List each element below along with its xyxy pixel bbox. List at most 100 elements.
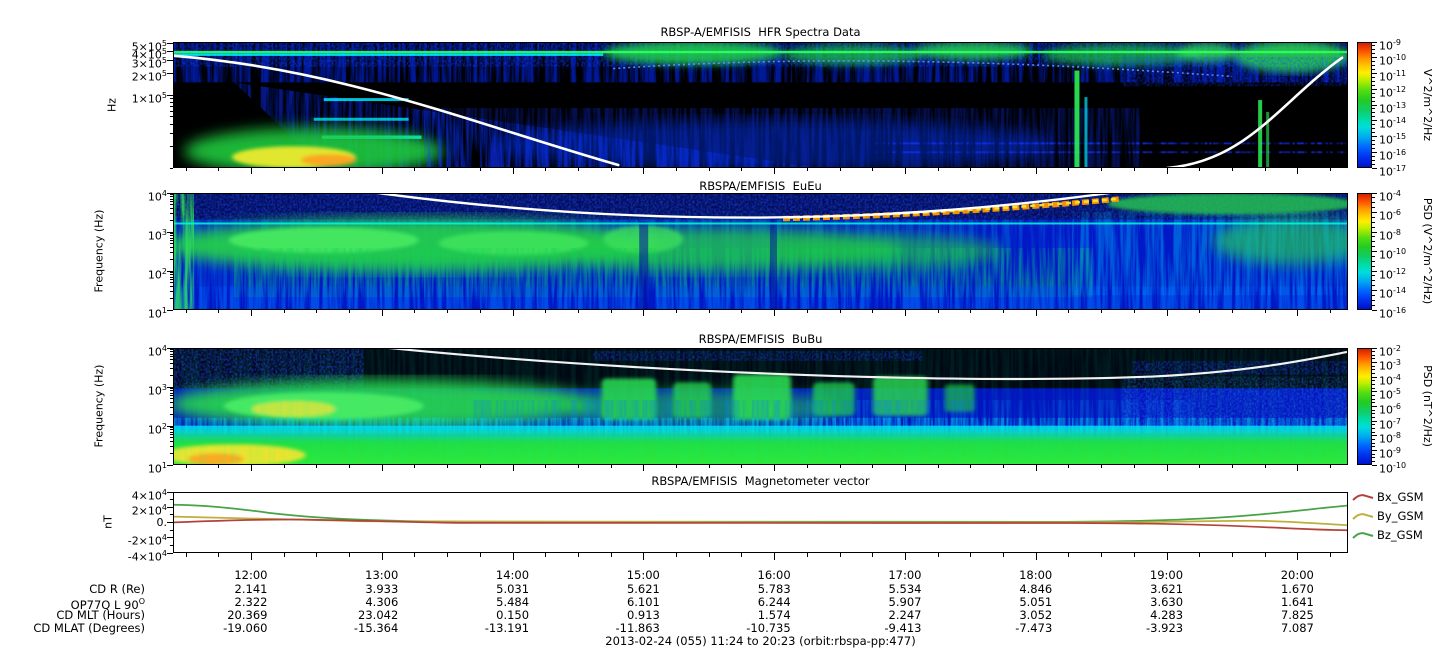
x-axis-tick: [1199, 553, 1201, 557]
y-axis-tick: [170, 388, 173, 390]
y-axis-tick: [170, 235, 173, 237]
panel3-ylabel: Frequency (Hz): [92, 364, 106, 448]
colorbar-tick: [1372, 270, 1377, 272]
bx-legend-label: Bx_GSM: [1377, 490, 1424, 504]
panel3-ytick-label: 103: [147, 382, 167, 398]
x-axis-tick: [839, 465, 841, 468]
x-axis-tick: [1035, 168, 1037, 174]
colorbar-tick: [1372, 387, 1375, 389]
colorbar-tick: [1372, 163, 1375, 165]
colorbar-tick: [1372, 124, 1375, 126]
x-axis-tick: [806, 310, 808, 313]
colorbar-tick: [1372, 155, 1375, 157]
colorbar-tick: [1372, 116, 1375, 118]
ephemeris-value: -9.413: [884, 621, 922, 635]
colorbar-tick: [1372, 236, 1375, 238]
x-axis-tick: [447, 168, 449, 171]
x-axis-tick: [676, 168, 678, 171]
colorbar-tick: [1372, 96, 1375, 98]
colorbar-tick-label: 10-17: [1379, 163, 1407, 179]
colorbar-tick: [1372, 265, 1375, 267]
x-axis-tick: [1101, 465, 1103, 468]
colorbar-tick: [1372, 61, 1375, 63]
colorbar-tick: [1372, 299, 1375, 301]
hfr-white-line-right: [1166, 56, 1344, 167]
x-axis-tick: [937, 310, 939, 313]
x-axis-tick: [1133, 553, 1135, 557]
colorbar-tick-label: 10-6: [1379, 402, 1401, 417]
y-axis-tick: [170, 402, 173, 404]
x-axis-tick: [1297, 168, 1299, 174]
y-axis-tick: [170, 123, 173, 125]
y-axis-tick: [170, 279, 173, 281]
x-axis-tick: [1068, 553, 1070, 557]
ephemeris-value: -15.364: [353, 621, 399, 635]
x-axis-tick: [872, 168, 874, 171]
y-axis-tick: [167, 72, 173, 74]
y-axis-tick: [170, 529, 173, 531]
panel3-ytick-label: 102: [147, 421, 167, 437]
y-axis-tick: [170, 499, 173, 501]
x-axis-tick: [774, 553, 776, 560]
y-axis-tick: [167, 386, 173, 388]
time-tick-label: 16:00: [757, 568, 791, 582]
colorbar-tick: [1372, 88, 1377, 90]
colorbar-tick: [1372, 384, 1375, 386]
panel2-ytick-label: 101: [147, 305, 167, 321]
time-tick-label: 18:00: [1019, 568, 1053, 582]
y-axis-tick: [170, 272, 173, 274]
x-axis-tick: [1330, 168, 1332, 171]
ephemeris-row-label: OP77Q L 90O: [70, 597, 145, 612]
colorbar-tick: [1372, 453, 1375, 455]
x-axis-tick: [937, 465, 939, 468]
y-axis-tick: [170, 110, 173, 112]
y-axis-tick: [170, 441, 173, 443]
x-axis-tick: [512, 553, 514, 560]
y-axis-tick: [170, 427, 173, 429]
x-axis-tick: [283, 168, 285, 171]
y-axis-tick: [170, 290, 173, 292]
colorbar-tick: [1372, 216, 1375, 218]
ephemeris-value: 4.283: [1150, 608, 1184, 622]
y-axis-tick: [170, 452, 173, 454]
x-axis-tick: [741, 168, 743, 171]
x-axis-tick: [774, 310, 776, 316]
x-axis-tick: [741, 553, 743, 557]
y-axis-tick: [167, 506, 173, 508]
ephemeris-value: 20.369: [227, 608, 268, 622]
x-axis-tick: [1297, 310, 1299, 316]
x-axis-tick: [1231, 168, 1233, 171]
y-axis-tick: [170, 196, 173, 198]
x-axis-tick: [1133, 168, 1135, 171]
x-axis-tick: [1068, 168, 1070, 171]
panel4-ytick-label: 2×104: [131, 502, 167, 518]
panel4-ytick-label: -4×104: [127, 548, 167, 564]
x-axis-tick: [316, 465, 318, 468]
ephemeris-value: -10.735: [746, 621, 791, 635]
colorbar-tick-label: 10-13: [1379, 100, 1407, 116]
colorbar-tick: [1372, 202, 1375, 204]
colorbar-tick-label: 10-10: [1379, 53, 1407, 68]
x-axis-tick: [806, 465, 808, 468]
colorbar-tick: [1372, 192, 1377, 194]
y-axis-tick: [170, 247, 173, 249]
time-range-footer: 2013-02-24 (055) 11:24 to 20:23 (orbit:r…: [605, 634, 916, 648]
y-axis-tick: [170, 356, 173, 358]
x-axis-tick: [545, 310, 547, 313]
x-axis-tick: [316, 310, 318, 313]
x-axis-tick: [381, 465, 383, 471]
x-axis-tick: [577, 465, 579, 468]
x-axis-tick: [1003, 310, 1005, 313]
x-axis-tick: [283, 553, 285, 557]
colorbar-tick: [1372, 151, 1377, 153]
ephemeris-value: 1.641: [1280, 595, 1314, 609]
ephemeris-value: 6.244: [757, 595, 791, 609]
colorbar-tick: [1372, 347, 1377, 349]
y-axis-tick: [167, 270, 173, 272]
x-axis-tick: [414, 168, 416, 171]
colorbar-tick-label: 10-8: [1379, 227, 1401, 243]
colorbar-tick: [1372, 57, 1377, 59]
panel4-ytick-label: -2×104: [127, 533, 167, 548]
x-axis-tick: [349, 465, 351, 468]
